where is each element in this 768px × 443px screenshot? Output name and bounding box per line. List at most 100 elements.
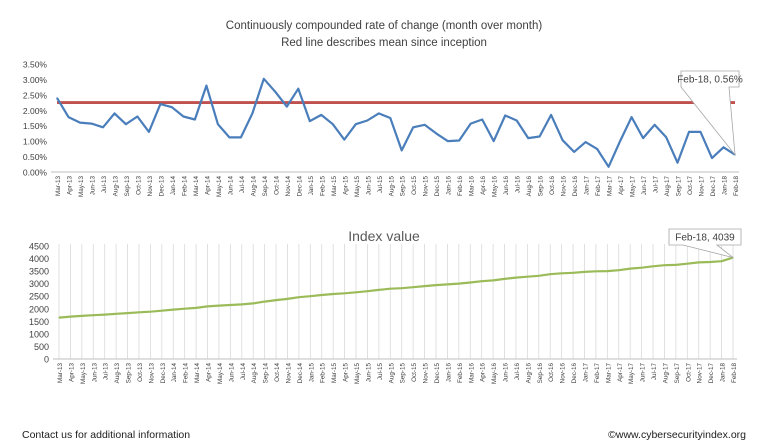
x-tick-label: Mar-17 xyxy=(605,363,612,383)
x-tick-label: Jun-14 xyxy=(227,176,234,196)
y-tick-label: 1.00% xyxy=(23,137,48,147)
data-point xyxy=(172,309,174,311)
x-tick-label: Sep-17 xyxy=(676,176,683,197)
x-tick-label: Jan-17 xyxy=(584,176,591,196)
x-tick-label: Feb-14 xyxy=(181,176,188,196)
data-point xyxy=(435,284,437,286)
data-point xyxy=(389,288,391,290)
data-point xyxy=(332,293,334,295)
x-tick-label: Feb-17 xyxy=(595,176,602,196)
x-tick-label: Dec-13 xyxy=(158,176,165,197)
index-chart: 0 500 1000 1500 2000 2500 3000 3500 4000 4500 Mar-… xyxy=(29,228,742,384)
x-tick-label: Mar-13 xyxy=(57,363,64,383)
data-point xyxy=(607,166,610,168)
x-tick-label: Sep-16 xyxy=(537,363,544,384)
x-tick-label: Aug-14 xyxy=(250,176,257,197)
data-point xyxy=(720,260,723,262)
data-point xyxy=(182,115,185,118)
data-point xyxy=(458,139,460,142)
data-point xyxy=(676,162,679,164)
x-tick-label: Jul-17 xyxy=(651,363,658,381)
x-tick-label: May-13 xyxy=(78,176,85,197)
x-tick-label: May-16 xyxy=(491,363,498,384)
x-tick-label: Jul-15 xyxy=(377,363,384,381)
contact-note: Contact us for additional information xyxy=(22,429,191,441)
rate-chart: 0.00% 0.50% 1.00% 1.50% 2.00% 2.50% 3.00% 3.50%… xyxy=(23,60,743,198)
data-point xyxy=(562,139,564,141)
rate-chart-subtitle: Red line describes mean since inception xyxy=(281,37,487,49)
y-tick-label: 0 xyxy=(44,355,49,365)
data-point xyxy=(67,116,70,118)
data-point xyxy=(195,307,197,309)
x-tick-label: Apr-13 xyxy=(66,176,73,195)
data-point xyxy=(355,123,357,125)
data-point xyxy=(642,137,644,139)
data-point xyxy=(493,140,495,142)
x-tick-label: Apr-14 xyxy=(206,363,213,382)
x-tick-label: May-16 xyxy=(492,176,499,197)
copyright-note: ©www.cybersecurityindex.org xyxy=(608,429,746,441)
data-point xyxy=(92,314,94,316)
data-point xyxy=(159,103,162,105)
x-tick-label: Mar-15 xyxy=(331,176,338,196)
x-tick-label: Feb-18 xyxy=(733,176,740,196)
y-tick-label: 3.50% xyxy=(23,60,48,70)
data-point xyxy=(561,272,563,274)
data-point xyxy=(205,85,207,87)
x-tick-label: Apr-17 xyxy=(618,176,625,195)
data-point xyxy=(469,281,471,284)
x-tick-label: Sep-13 xyxy=(124,176,131,197)
x-tick-label: May-14 xyxy=(216,176,223,197)
series-line xyxy=(56,77,736,168)
data-point xyxy=(596,148,598,150)
x-tick-label: Nov-15 xyxy=(423,363,430,384)
data-point xyxy=(355,291,357,293)
x-tick-label: Aug-17 xyxy=(664,176,671,197)
data-point xyxy=(435,132,437,135)
data-point xyxy=(378,289,380,291)
x-tick-label: Jul-16 xyxy=(514,363,521,381)
y-tick-label: 4500 xyxy=(29,242,49,252)
x-tick-label: Jun-16 xyxy=(503,176,510,196)
y-tick-label: 0.50% xyxy=(23,152,48,162)
x-tick-label: Jan-16 xyxy=(446,176,453,196)
x-tick-label: Aug-13 xyxy=(114,363,121,384)
data-point xyxy=(424,124,426,126)
data-point xyxy=(264,301,266,303)
y-tick-label: 0.00% xyxy=(23,168,48,178)
series-line xyxy=(58,256,734,319)
data-point xyxy=(366,290,369,292)
x-tick-label: Oct-14 xyxy=(273,176,280,195)
y-tick-label: 2.00% xyxy=(23,106,48,116)
x-tick-label: Nov-14 xyxy=(285,363,292,384)
x-tick-label: Feb-15 xyxy=(320,363,327,383)
x-tick-label: Oct-13 xyxy=(135,176,142,195)
x-tick-label: Dec-14 xyxy=(297,363,304,384)
y-tick-label: 3000 xyxy=(29,279,49,289)
x-tick-label: Oct-13 xyxy=(137,363,144,382)
x-tick-label: Feb-18 xyxy=(731,363,738,383)
x-tick-label: Jan-15 xyxy=(308,176,315,196)
data-point xyxy=(321,294,323,296)
callout-box xyxy=(668,228,742,258)
x-tick-label: Jan-15 xyxy=(308,363,315,383)
x-tick-label: May-13 xyxy=(80,363,87,384)
x-tick-label: May-15 xyxy=(354,363,361,384)
x-tick-label: Jun-15 xyxy=(365,363,372,383)
x-tick-label: Jun-13 xyxy=(91,363,98,383)
x-tick-label: Dec-14 xyxy=(296,176,303,197)
data-point xyxy=(516,119,518,122)
data-point xyxy=(573,151,575,153)
x-tick-label: Sep-15 xyxy=(400,176,407,197)
x-tick-label: Oct-15 xyxy=(411,176,418,195)
data-point xyxy=(711,157,713,159)
x-tick-label: Jan-18 xyxy=(722,176,729,196)
data-point xyxy=(503,278,506,280)
y-tick-label: 1500 xyxy=(29,317,49,327)
x-tick-label: Sep-14 xyxy=(262,176,269,197)
callout-label: Feb-18, 0.56% xyxy=(677,75,743,86)
x-tick-label: Jan-17 xyxy=(582,363,589,383)
y-tick-label: 1000 xyxy=(29,329,49,339)
x-tick-label: Mar-17 xyxy=(607,176,614,196)
callout-label: Feb-18, 4039 xyxy=(675,233,735,244)
